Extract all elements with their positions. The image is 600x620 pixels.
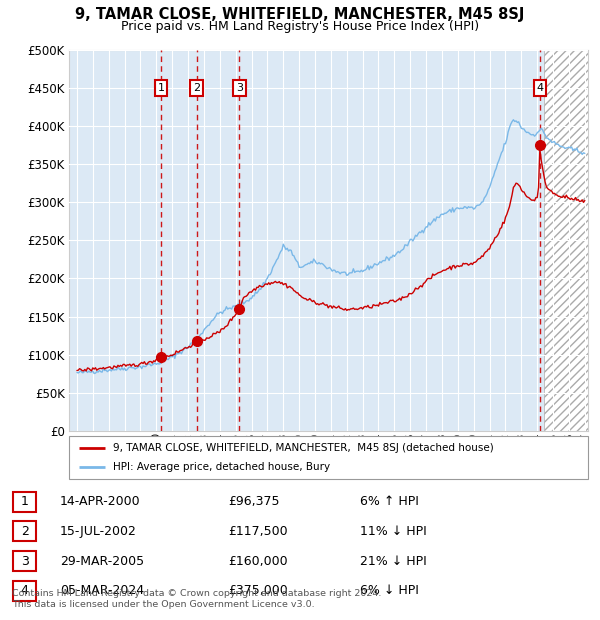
Text: HPI: Average price, detached house, Bury: HPI: Average price, detached house, Bury xyxy=(113,463,330,472)
Text: Price paid vs. HM Land Registry's House Price Index (HPI): Price paid vs. HM Land Registry's House … xyxy=(121,20,479,33)
Bar xyxy=(544,50,588,431)
Text: 1: 1 xyxy=(157,82,164,93)
Text: 9, TAMAR CLOSE, WHITEFIELD, MANCHESTER,  M45 8SJ (detached house): 9, TAMAR CLOSE, WHITEFIELD, MANCHESTER, … xyxy=(113,443,494,453)
FancyBboxPatch shape xyxy=(13,492,36,512)
FancyBboxPatch shape xyxy=(69,436,588,479)
Text: 4: 4 xyxy=(20,585,29,597)
Text: 05-MAR-2024: 05-MAR-2024 xyxy=(60,585,144,597)
Text: 14-APR-2000: 14-APR-2000 xyxy=(60,495,140,508)
Text: £375,000: £375,000 xyxy=(228,585,288,597)
Text: £160,000: £160,000 xyxy=(228,555,287,567)
Text: 3: 3 xyxy=(236,82,243,93)
Text: 15-JUL-2002: 15-JUL-2002 xyxy=(60,525,137,538)
Bar xyxy=(544,50,588,431)
Text: Contains HM Land Registry data © Crown copyright and database right 2024.
This d: Contains HM Land Registry data © Crown c… xyxy=(12,590,382,609)
Text: 11% ↓ HPI: 11% ↓ HPI xyxy=(360,525,427,538)
Text: 1: 1 xyxy=(20,495,29,508)
Text: £96,375: £96,375 xyxy=(228,495,280,508)
Text: 9, TAMAR CLOSE, WHITEFIELD, MANCHESTER, M45 8SJ: 9, TAMAR CLOSE, WHITEFIELD, MANCHESTER, … xyxy=(76,7,524,22)
Text: 29-MAR-2005: 29-MAR-2005 xyxy=(60,555,144,567)
Text: 4: 4 xyxy=(536,82,544,93)
Text: 2: 2 xyxy=(20,525,29,538)
Text: 6% ↑ HPI: 6% ↑ HPI xyxy=(360,495,419,508)
Text: 21% ↓ HPI: 21% ↓ HPI xyxy=(360,555,427,567)
Text: 6% ↓ HPI: 6% ↓ HPI xyxy=(360,585,419,597)
Text: 3: 3 xyxy=(20,555,29,567)
Text: £117,500: £117,500 xyxy=(228,525,287,538)
Text: 2: 2 xyxy=(193,82,200,93)
FancyBboxPatch shape xyxy=(13,581,36,601)
FancyBboxPatch shape xyxy=(13,521,36,541)
FancyBboxPatch shape xyxy=(13,551,36,571)
